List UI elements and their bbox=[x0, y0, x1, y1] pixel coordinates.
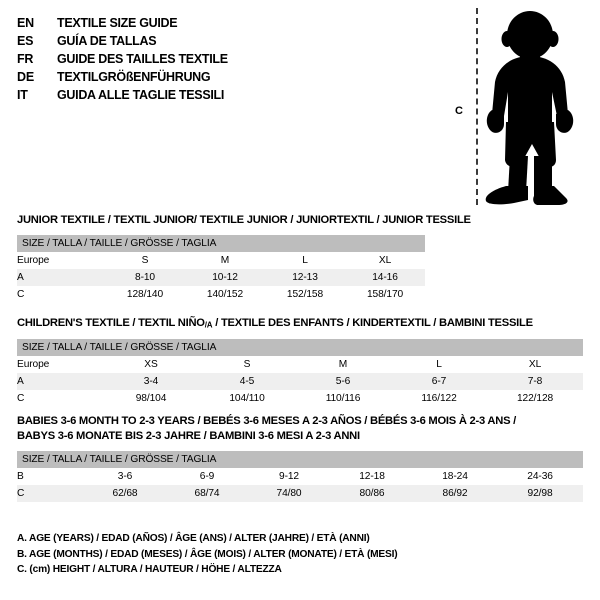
table-cell: 14-16 bbox=[345, 269, 426, 286]
babies-size-table: SIZE / TALLA / TAILLE / GRÖSSE / TAGLIA … bbox=[17, 451, 584, 502]
table-cell: 7-8 bbox=[487, 373, 584, 391]
language-code: IT bbox=[17, 88, 28, 102]
legend-line-a: A. AGE (YEARS) / EDAD (AÑOS) / ÂGE (ANS)… bbox=[17, 533, 370, 544]
table-cell: 158/170 bbox=[345, 286, 426, 303]
language-row: IT GUIDA ALLE TAGLIE TESSILI bbox=[17, 86, 417, 104]
language-code: ES bbox=[17, 34, 34, 48]
table-cell: 116/122 bbox=[391, 390, 487, 408]
section-babies-textile: BABIES 3-6 MONTH TO 2-3 YEARS / BEBÉS 3-… bbox=[17, 414, 584, 502]
section-title: CHILDREN'S TEXTILE / TEXTIL NIÑO/A / TEX… bbox=[17, 316, 583, 332]
legend-line-b: B. AGE (MONTHS) / EDAD (MESES) / ÂGE (MO… bbox=[17, 548, 398, 560]
language-code: EN bbox=[17, 16, 34, 30]
height-illustration: C bbox=[440, 0, 600, 212]
language-title: TEXTILE SIZE GUIDE bbox=[57, 16, 178, 30]
table-row: Europe S M L XL bbox=[17, 252, 426, 269]
language-title: GUIDA ALLE TAGLIE TESSILI bbox=[57, 88, 225, 102]
table-cell: 18-24 bbox=[413, 468, 497, 485]
language-row: ES GUÍA DE TALLAS bbox=[17, 32, 417, 50]
height-dashed-line bbox=[476, 8, 478, 205]
table-cell: 6-9 bbox=[167, 468, 247, 485]
measurement-legend: A. AGE (YEARS) / EDAD (AÑOS) / ÂGE (ANS)… bbox=[17, 531, 398, 578]
table-cell: XL bbox=[487, 356, 584, 374]
table-cell: 10-12 bbox=[185, 269, 265, 286]
language-code: DE bbox=[17, 70, 34, 84]
table-row: C 62/68 68/74 74/80 80/86 86/92 92/98 bbox=[17, 485, 584, 502]
table-cell: S bbox=[105, 252, 185, 269]
section-title-line-1: BABIES 3-6 MONTH TO 2-3 YEARS / BEBÉS 3-… bbox=[17, 415, 517, 427]
section-title-subscript: /A bbox=[204, 320, 213, 330]
table-cell: XS bbox=[103, 356, 199, 374]
table-cell: 128/140 bbox=[105, 286, 185, 303]
row-label: Europe bbox=[17, 252, 105, 269]
language-row: EN TEXTILE SIZE GUIDE bbox=[17, 14, 417, 32]
table-cell: 68/74 bbox=[167, 485, 247, 502]
table-cell: 86/92 bbox=[413, 485, 497, 502]
table-cell: 98/104 bbox=[103, 390, 199, 408]
table-row: C 128/140 140/152 152/158 158/170 bbox=[17, 286, 426, 303]
table-cell: 3-4 bbox=[103, 373, 199, 391]
table-band-label: SIZE / TALLA / TAILLE / GRÖSSE / TAGLIA bbox=[17, 339, 584, 357]
table-cell: 5-6 bbox=[295, 373, 391, 391]
table-cell: 140/152 bbox=[185, 286, 265, 303]
table-cell: 12-18 bbox=[331, 468, 413, 485]
table-band-row: SIZE / TALLA / TAILLE / GRÖSSE / TAGLIA bbox=[17, 339, 584, 357]
table-cell: 104/110 bbox=[199, 390, 295, 408]
table-cell: 110/116 bbox=[295, 390, 391, 408]
table-cell: M bbox=[185, 252, 265, 269]
table-row: A 3-4 4-5 5-6 6-7 7-8 bbox=[17, 373, 584, 391]
table-cell: L bbox=[265, 252, 345, 269]
table-cell: 8-10 bbox=[105, 269, 185, 286]
language-code: FR bbox=[17, 52, 34, 66]
table-cell: S bbox=[199, 356, 295, 374]
table-cell: L bbox=[391, 356, 487, 374]
table-cell: M bbox=[295, 356, 391, 374]
table-cell: 152/158 bbox=[265, 286, 345, 303]
row-label: C bbox=[17, 286, 105, 303]
table-band-row: SIZE / TALLA / TAILLE / GRÖSSE / TAGLIA bbox=[17, 235, 426, 252]
language-title: GUÍA DE TALLAS bbox=[57, 34, 157, 48]
table-cell: XL bbox=[345, 252, 426, 269]
language-row: DE TEXTILGRÖßENFÜHRUNG bbox=[17, 68, 417, 86]
height-marker-label: C bbox=[455, 105, 463, 117]
table-row: Europe XS S M L XL bbox=[17, 356, 584, 374]
row-label: C bbox=[17, 485, 83, 502]
section-title-line-2: BABYS 3-6 MONATE BIS 2-3 JAHRE / BAMBINI… bbox=[17, 430, 360, 442]
section-title-pre: CHILDREN'S TEXTILE / TEXTIL NIÑO bbox=[17, 317, 205, 329]
table-cell: 92/98 bbox=[497, 485, 584, 502]
table-cell: 74/80 bbox=[247, 485, 331, 502]
table-cell: 3-6 bbox=[83, 468, 167, 485]
table-band-row: SIZE / TALLA / TAILLE / GRÖSSE / TAGLIA bbox=[17, 451, 584, 468]
language-title: GUIDE DES TAILLES TEXTILE bbox=[57, 52, 228, 66]
row-label: Europe bbox=[17, 356, 103, 374]
row-label: C bbox=[17, 390, 103, 408]
language-title: TEXTILGRÖßENFÜHRUNG bbox=[57, 70, 211, 84]
table-cell: 4-5 bbox=[199, 373, 295, 391]
table-cell: 6-7 bbox=[391, 373, 487, 391]
table-cell: 9-12 bbox=[247, 468, 331, 485]
section-title: JUNIOR TEXTILE / TEXTIL JUNIOR/ TEXTILE … bbox=[17, 214, 471, 226]
section-children-textile: CHILDREN'S TEXTILE / TEXTIL NIÑO/A / TEX… bbox=[17, 316, 584, 408]
junior-size-table: SIZE / TALLA / TAILLE / GRÖSSE / TAGLIA … bbox=[17, 235, 426, 303]
children-size-table: SIZE / TALLA / TAILLE / GRÖSSE / TAGLIA … bbox=[17, 339, 584, 408]
row-label: A bbox=[17, 269, 105, 286]
toddler-silhouette-icon bbox=[485, 11, 574, 205]
table-cell: 122/128 bbox=[487, 390, 584, 408]
language-header: EN TEXTILE SIZE GUIDE ES GUÍA DE TALLAS … bbox=[17, 14, 417, 104]
table-row: C 98/104 104/110 110/116 116/122 122/128 bbox=[17, 390, 584, 408]
row-label: A bbox=[17, 373, 103, 391]
table-row: A 8-10 10-12 12-13 14-16 bbox=[17, 269, 426, 286]
legend-line-c: C. (cm) HEIGHT / ALTURA / HAUTEUR / HÖHE… bbox=[17, 564, 282, 575]
table-band-label: SIZE / TALLA / TAILLE / GRÖSSE / TAGLIA bbox=[17, 451, 584, 468]
section-junior-textile: JUNIOR TEXTILE / TEXTIL JUNIOR/ TEXTILE … bbox=[17, 213, 471, 303]
row-label: B bbox=[17, 468, 83, 485]
table-row: B 3-6 6-9 9-12 12-18 18-24 24-36 bbox=[17, 468, 584, 485]
language-row: FR GUIDE DES TAILLES TEXTILE bbox=[17, 50, 417, 68]
table-cell: 24-36 bbox=[497, 468, 584, 485]
section-title-post: / TEXTILE DES ENFANTS / KINDERTEXTIL / B… bbox=[212, 317, 533, 329]
table-band-label: SIZE / TALLA / TAILLE / GRÖSSE / TAGLIA bbox=[17, 235, 426, 252]
table-cell: 12-13 bbox=[265, 269, 345, 286]
table-cell: 62/68 bbox=[83, 485, 167, 502]
table-cell: 80/86 bbox=[331, 485, 413, 502]
